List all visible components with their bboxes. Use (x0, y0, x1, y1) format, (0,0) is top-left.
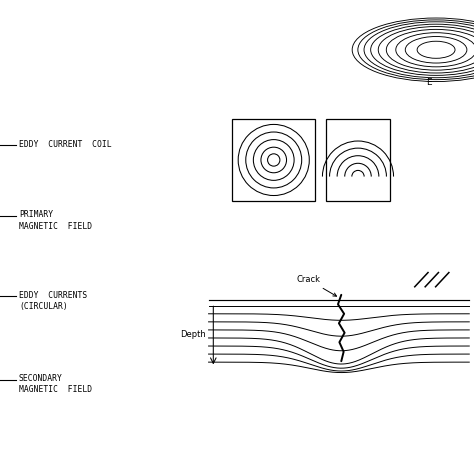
Text: Crack: Crack (296, 275, 337, 296)
Text: SECONDARY
MAGNETIC  FIELD: SECONDARY MAGNETIC FIELD (19, 374, 92, 394)
Text: Depth: Depth (181, 330, 206, 338)
Text: EDDY  CURRENTS
(CIRCULAR): EDDY CURRENTS (CIRCULAR) (19, 291, 87, 311)
Text: EDDY  CURRENT  COIL: EDDY CURRENT COIL (19, 140, 111, 149)
Bar (232, 118, 315, 201)
Text: E: E (426, 78, 432, 87)
Text: PRIMARY
MAGNETIC  FIELD: PRIMARY MAGNETIC FIELD (19, 210, 92, 231)
Bar (326, 118, 390, 201)
